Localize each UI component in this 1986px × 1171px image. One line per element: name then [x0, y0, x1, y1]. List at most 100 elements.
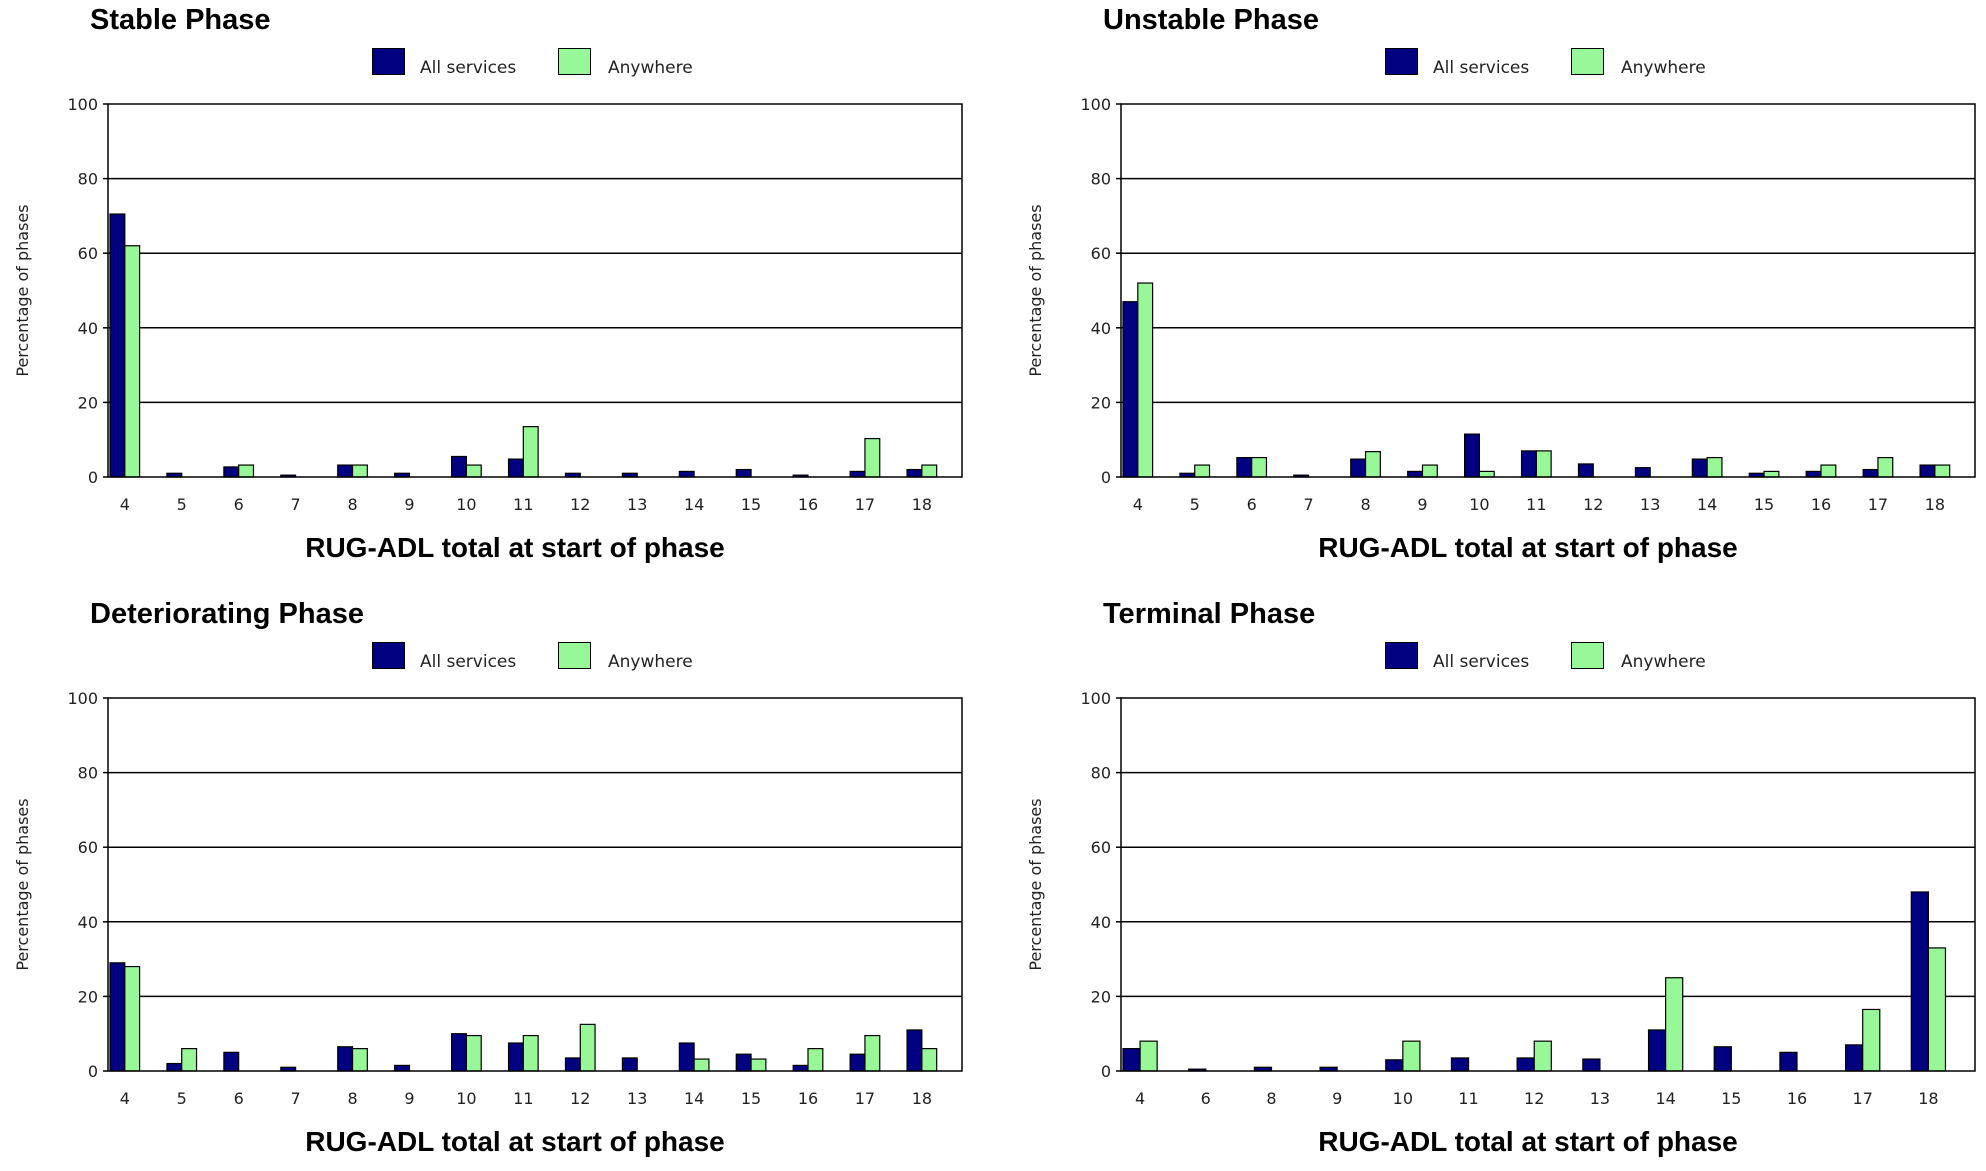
x-tick-label: 17 [855, 1089, 875, 1108]
x-tick-label: 10 [1393, 1089, 1413, 1108]
x-tick-label: 12 [570, 495, 590, 514]
x-tick-label: 7 [1304, 495, 1314, 514]
bar-all-services [166, 1062, 183, 1072]
y-tick-label: 0 [88, 1062, 98, 1081]
bar-all-services [109, 213, 126, 478]
x-tick-label: 15 [741, 1089, 761, 1108]
legend: All services Anywhere [1385, 640, 1785, 674]
bar-anywhere [181, 1048, 198, 1072]
bar-anywhere [807, 1048, 824, 1072]
bar-all-services [109, 962, 126, 1072]
bar-anywhere [124, 245, 141, 478]
bar-all-services [1910, 891, 1929, 1072]
bar-anywhere [1535, 450, 1552, 478]
bar-all-services [849, 1053, 866, 1072]
bar-all-services [451, 1033, 468, 1072]
legend-swatch-all-services [1385, 642, 1418, 669]
legend-swatch-anywhere [558, 48, 591, 75]
x-tick-label: 17 [1853, 1089, 1873, 1108]
x-tick-label: 15 [741, 495, 761, 514]
x-tick-label: 8 [347, 495, 357, 514]
chart-panel-stable: Stable Phase All services Anywhere 0 20 40… [0, 0, 993, 577]
x-tick-label: 4 [1133, 495, 1143, 514]
x-tick-label: 6 [1201, 1089, 1211, 1108]
x-tick-label: 10 [456, 1089, 476, 1108]
bar-anywhere [1402, 1040, 1421, 1072]
bar-all-services [337, 464, 354, 478]
bar-anywhere [579, 1023, 596, 1072]
x-tick-label: 7 [291, 1089, 301, 1108]
bar-all-services [735, 468, 752, 478]
bar-anywhere [1478, 470, 1495, 478]
x-tick-label: 17 [855, 495, 875, 514]
y-tick-label: 80 [78, 764, 98, 783]
legend-label-anywhere: Anywhere [608, 652, 693, 672]
bar-all-services [621, 1057, 638, 1072]
y-tick-label: 100 [67, 689, 98, 708]
y-tick-label: 20 [1091, 393, 1111, 412]
y-tick-label: 0 [1101, 1062, 1111, 1081]
y-tick-label: 40 [1091, 319, 1111, 338]
x-tick-label: 17 [1868, 495, 1888, 514]
bar-anywhere [1251, 457, 1268, 478]
chart-title: Stable Phase [90, 4, 271, 36]
bar-all-services [678, 470, 695, 478]
x-tick-label: 13 [1640, 495, 1660, 514]
legend-label-anywhere: Anywhere [1621, 652, 1706, 672]
x-tick-label: 7 [291, 495, 301, 514]
bar-all-services [1805, 470, 1822, 478]
x-tick-label: 4 [120, 1089, 130, 1108]
legend-label-anywhere: Anywhere [1621, 58, 1706, 78]
legend: All services Anywhere [372, 640, 772, 674]
legend-swatch-all-services [372, 642, 405, 669]
bar-all-services [1862, 468, 1879, 478]
bar-anywhere [1862, 1008, 1881, 1072]
y-tick-label: 100 [67, 95, 98, 114]
y-tick-label: 80 [1091, 764, 1111, 783]
y-tick-label: 60 [78, 838, 98, 857]
bar-all-services [906, 1029, 923, 1072]
bar-anywhere [1533, 1040, 1552, 1072]
x-axis-label: RUG-ADL total at start of phase [305, 1126, 725, 1157]
chart-plot: 0 20 40 60 80 100 4 5 6 7 8 9 10 11 12 13 14 15 16 17 18 Perc… [13, 689, 963, 1157]
bar-all-services [678, 1042, 695, 1072]
x-tick-label: 8 [1266, 1089, 1276, 1108]
y-tick-label: 60 [1091, 838, 1111, 857]
x-tick-label: 9 [1417, 495, 1427, 514]
bar-anywhere [1877, 457, 1894, 478]
y-axis-label: Percentage of phases [1026, 204, 1045, 376]
y-tick-label: 60 [78, 244, 98, 263]
plot-frame [1120, 103, 1976, 478]
y-tick-label: 0 [1101, 468, 1111, 487]
bar-all-services [1845, 1044, 1864, 1072]
x-axis-label: RUG-ADL total at start of phase [1318, 1126, 1738, 1157]
chart-plot: 0 20 40 60 80 100 4 5 6 7 8 9 10 11 12 13 14 15 16 17 18 Perc… [1026, 95, 1976, 563]
x-tick-label: 8 [1360, 495, 1370, 514]
bar-all-services [507, 1042, 524, 1072]
x-tick-label: 13 [627, 495, 647, 514]
bar-all-services [1122, 301, 1139, 478]
bar-anywhere [1665, 977, 1684, 1072]
x-tick-label: 5 [1190, 495, 1200, 514]
plot-frame [1120, 697, 1976, 1072]
bar-all-services [1516, 1057, 1535, 1072]
x-tick-label: 16 [1811, 495, 1831, 514]
x-axis-label: RUG-ADL total at start of phase [1318, 532, 1738, 563]
plot-frame [107, 103, 963, 478]
bar-all-services [792, 1064, 809, 1072]
bar-anywhere [1139, 1040, 1158, 1072]
x-tick-label: 18 [912, 1089, 932, 1108]
x-tick-label: 9 [404, 1089, 414, 1108]
x-tick-label: 16 [798, 495, 818, 514]
bar-all-services [1450, 1057, 1470, 1072]
bar-all-services [451, 455, 468, 478]
x-tick-label: 13 [627, 1089, 647, 1108]
bar-all-services [735, 1053, 752, 1072]
bar-anywhere [351, 1048, 368, 1072]
x-tick-label: 18 [1925, 495, 1945, 514]
bar-all-services [1236, 457, 1253, 478]
bar-all-services [337, 1046, 354, 1072]
y-tick-label: 40 [78, 913, 98, 932]
legend-swatch-all-services [372, 48, 405, 75]
x-tick-label: 8 [347, 1089, 357, 1108]
